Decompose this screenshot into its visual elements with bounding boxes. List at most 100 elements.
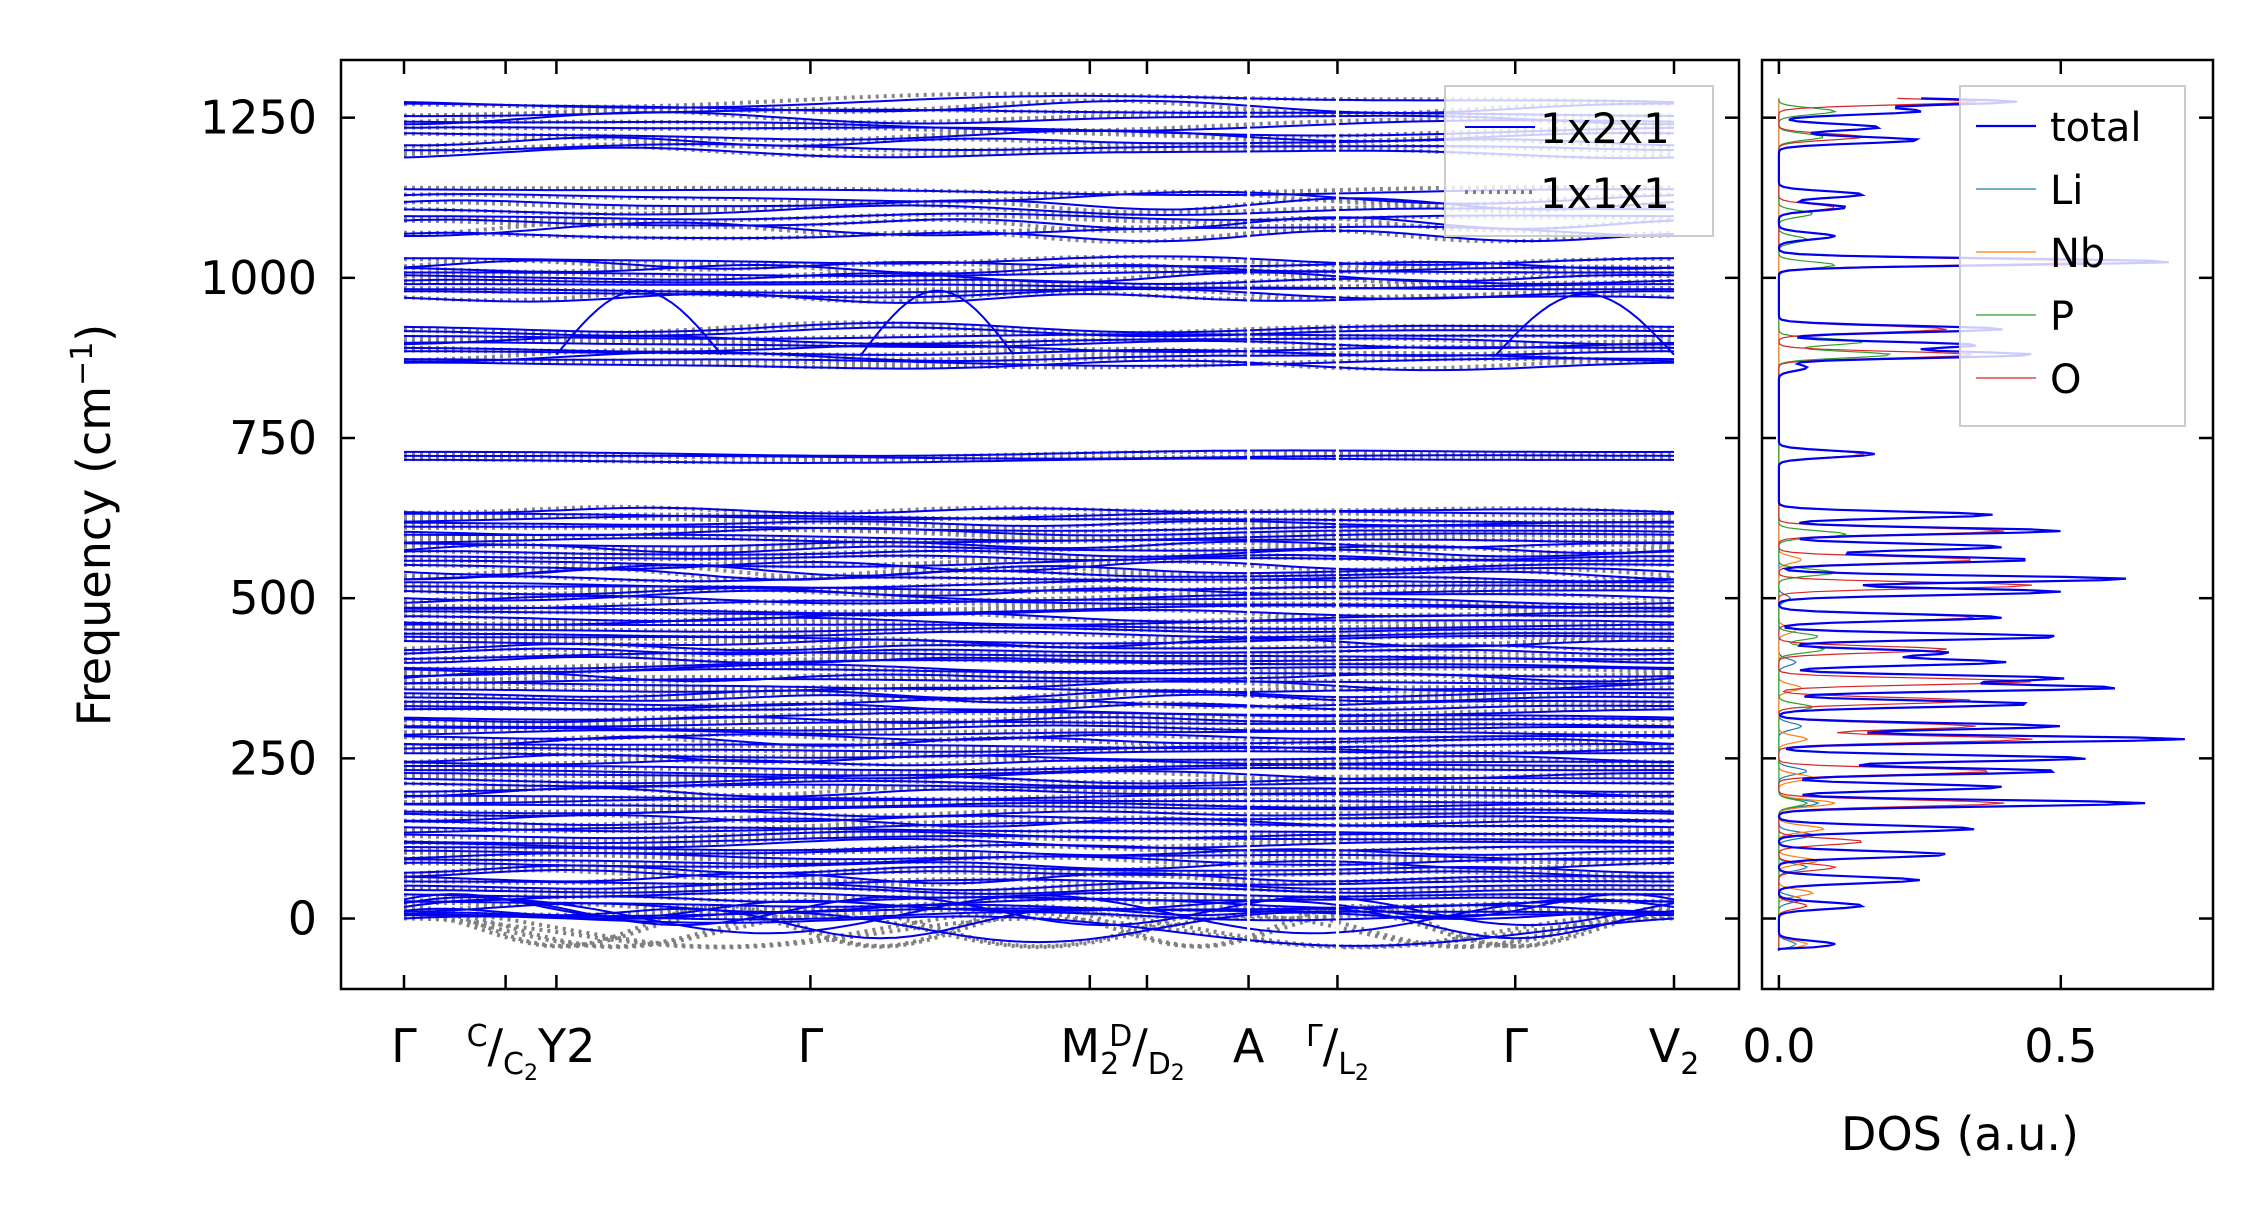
band-line-1x2x1	[403, 526, 1675, 537]
k-point-label: Γ	[1502, 1019, 1528, 1073]
band-line-1x2x1	[403, 770, 1674, 781]
dos-panel: 0.0 0.5 DOS (a.u.) total Li Nb PO	[1742, 58, 2215, 1161]
band-line-1x2x1	[403, 733, 1675, 741]
k-point-label-sep: /	[1323, 1019, 1339, 1073]
band-line-1x1x1	[403, 652, 1675, 664]
band-line-1x1x1	[403, 356, 1674, 371]
k-point-label-main: V	[1649, 1019, 1681, 1073]
dos-legend: total Li Nb PO	[1959, 85, 2186, 427]
band-line-1x2x1	[403, 894, 1675, 935]
band-line-1x1x1	[403, 647, 1675, 658]
band-line-1x2x1	[403, 647, 1675, 656]
band-line-1x1x1	[403, 651, 1675, 663]
band-line-1x2x1	[403, 797, 1674, 805]
band-line-1x2x1	[403, 759, 1675, 767]
dos-x-tick-label: 0.0	[1742, 1019, 1815, 1073]
k-point-label-main: Γ	[1502, 1019, 1528, 1073]
band-line-1x1x1	[404, 584, 1674, 595]
band-line-1x2x1	[403, 779, 1675, 788]
k-point-label: V2	[1649, 1019, 1700, 1082]
band-line-1x2x1	[403, 897, 1675, 910]
legend-label-1x2x1: 1x2x1	[1540, 104, 1670, 153]
band-line-1x1x1	[403, 706, 1675, 719]
band-line-1x2x1	[403, 724, 1675, 733]
band-line-1x2x1	[404, 763, 1674, 772]
k-point-label-sub: C	[503, 1047, 524, 1082]
band-line-1x2x1	[403, 637, 1675, 649]
band-line-1x2x1	[403, 678, 1675, 685]
band-line-1x1x1	[403, 527, 1675, 540]
band-line-1x2x1	[404, 793, 1674, 802]
frequency-axis-label-close: )	[67, 324, 121, 342]
band-line-1x1x1	[403, 277, 1675, 288]
band-line-1x2x1	[403, 893, 1675, 919]
k-point-label: A	[1233, 1019, 1265, 1073]
band-line-1x2x1	[403, 271, 1675, 284]
band-line-1x2x1	[403, 821, 1675, 833]
band-line-1x2x1	[403, 616, 1675, 626]
frequency-axis-label: Frequency (cm−1)	[65, 324, 121, 727]
dos-legend-label-nb: Nb	[2050, 231, 2105, 277]
band-line-1x2x1	[403, 872, 1675, 885]
k-point-label: Γ	[391, 1019, 417, 1073]
band-line-1x2x1	[403, 859, 1675, 870]
band-line-1x2x1	[404, 288, 1674, 300]
k-point-label-sub: L	[1338, 1047, 1355, 1082]
band-line-1x1x1	[403, 323, 1675, 338]
band-line-1x2x1	[404, 348, 1675, 357]
k-point-label-sub2: 2	[524, 1061, 538, 1086]
k-point-label: D/D2	[1109, 1019, 1185, 1086]
band-line-1x1x1	[403, 663, 1675, 676]
dos-legend-label-total: total	[2050, 105, 2141, 151]
dos-axis-label: DOS (a.u.)	[1841, 1107, 2079, 1161]
band-line-1x2x1	[404, 454, 1675, 460]
band-line-1x2x1	[403, 651, 1675, 661]
band-line-1x2x1	[403, 720, 1675, 728]
band-line-1x2x1	[403, 801, 1675, 809]
dos-axis-ticks: 0.0 0.5	[1742, 60, 2097, 1073]
band-line-1x2x1	[403, 743, 1674, 750]
dos-curves	[1777, 97, 2185, 951]
band-line-1x1x1	[403, 593, 1675, 607]
band-legend-box	[1444, 85, 1714, 237]
k-point-label-sup: C	[467, 1019, 488, 1054]
band-line-1x2x1	[403, 882, 1675, 892]
k-point-label-sub2: 2	[1355, 1061, 1369, 1086]
band-line-1x1x1	[403, 683, 1674, 693]
band-line-1x2x1	[403, 560, 1675, 572]
band-line-1x2x1	[1495, 292, 1675, 356]
band-line-1x2x1	[403, 783, 1675, 793]
band-line-1x2x1	[403, 259, 1675, 270]
band-line-1x2x1	[403, 805, 1675, 815]
band-line-1x1x1	[403, 911, 1675, 949]
band-line-1x2x1	[403, 548, 1675, 558]
k-point-label: Γ/L2	[1306, 1019, 1369, 1086]
band-line-1x2x1	[404, 282, 1674, 290]
dos-legend-label-p: P	[2050, 294, 2074, 340]
band-line-1x2x1	[403, 339, 1675, 350]
band-line-1x2x1	[403, 702, 1675, 712]
band-line-1x1x1	[403, 908, 1675, 949]
band-legend: 1x2x1 1x1x1	[1444, 85, 1714, 237]
band-line-1x2x1	[403, 554, 1674, 562]
band-line-1x1x1	[403, 504, 1675, 515]
k-point-label-sup: D	[1109, 1019, 1132, 1054]
band-line-1x2x1	[403, 326, 1675, 338]
k-point-label: Γ	[798, 1019, 824, 1073]
dos-legend-label-li: Li	[2050, 168, 2083, 214]
segment-break-gaps	[1247, 62, 1339, 987]
band-line-1x2x1	[403, 333, 1675, 340]
band-line-1x2x1	[555, 289, 723, 356]
band-line-1x2x1	[403, 564, 1675, 577]
band-line-1x2x1	[404, 270, 1674, 277]
band-line-1x1x1	[403, 621, 1674, 630]
band-line-1x1x1	[403, 884, 1675, 895]
frequency-axis-label-exponent: −1	[65, 342, 100, 386]
band-line-1x1x1	[404, 449, 1675, 460]
band-line-1x2x1	[403, 693, 1675, 704]
band-line-1x2x1	[403, 817, 1675, 828]
dos-x-tick-label: 0.5	[2024, 1019, 2097, 1073]
band-line-1x2x1	[403, 626, 1674, 634]
k-point-label: C/C2Y2	[467, 1019, 596, 1086]
